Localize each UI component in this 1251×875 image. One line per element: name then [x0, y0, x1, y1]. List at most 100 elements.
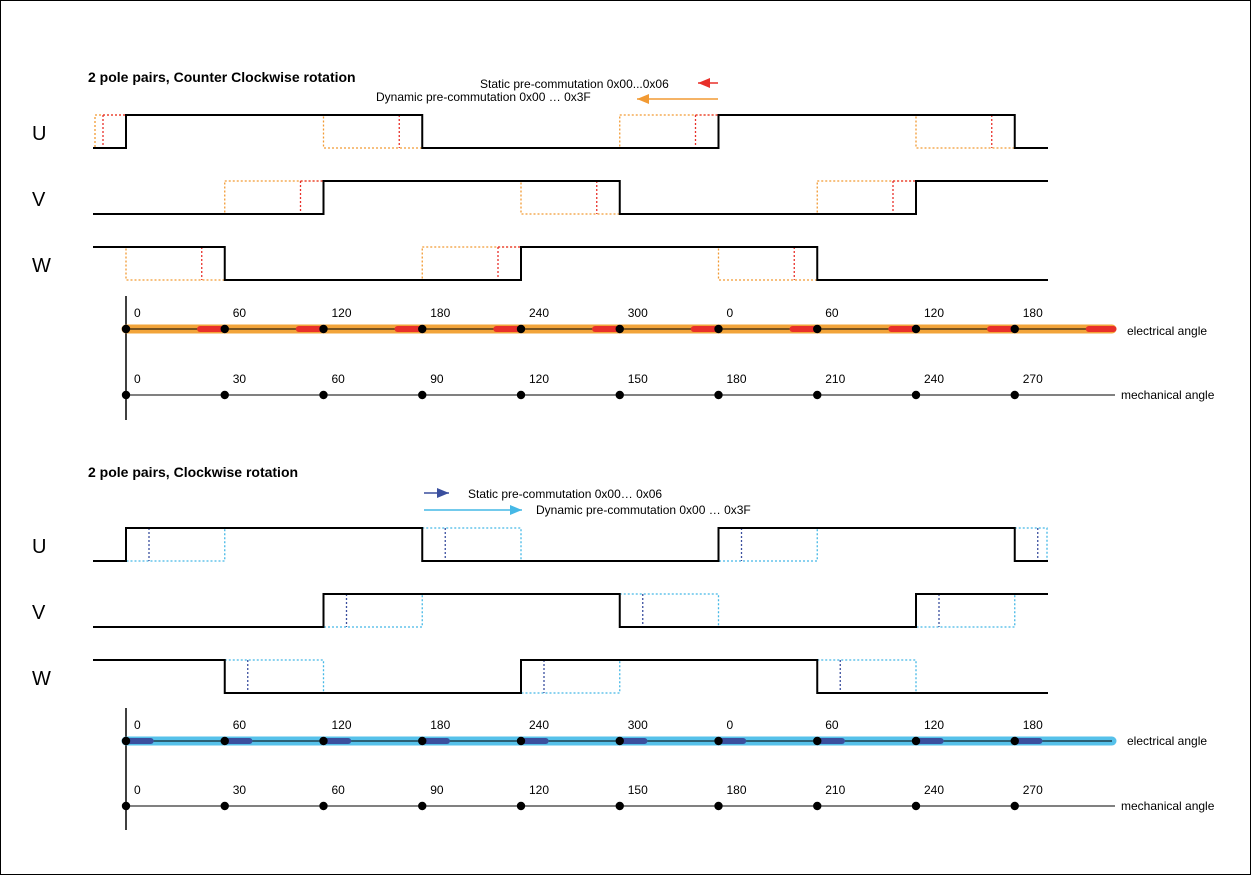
panel-ccw: 2 pole pairs, Counter Clockwise rotation…	[32, 69, 1215, 420]
ccw-mech-tick-label: 0	[134, 372, 141, 386]
ccw-mech-tick-dot	[220, 390, 229, 400]
ccw-electrical-axis-label: electrical angle	[1127, 324, 1207, 338]
ccw-elec-tick-dot	[418, 324, 427, 334]
cw-mech-tick-label: 240	[924, 783, 944, 797]
cw-static-arrow-group	[424, 488, 449, 498]
cw-elec-tick-dot	[714, 736, 723, 746]
ccw-elec-tick-label: 120	[332, 306, 352, 320]
ccw-elec-tick-label: 300	[628, 306, 648, 320]
cw-elec-tick-label: 0	[727, 718, 734, 732]
ccw-legend-dynamic-text: Dynamic pre-commutation 0x00 … 0x3F	[376, 90, 591, 104]
cw-mech-tick-label: 120	[529, 783, 549, 797]
ccw-elec-tick-label: 0	[727, 306, 734, 320]
ccw-elec-tick-label: 120	[924, 306, 944, 320]
cw-elec-tick-dot	[615, 736, 624, 746]
ccw-mech-tick-dot	[516, 390, 526, 400]
cw-mechanical-axis-label: mechanical angle	[1121, 799, 1215, 813]
ccw-v-signal	[93, 180, 1048, 215]
cw-mech-tick-dot	[1010, 801, 1019, 811]
cw-mechanical-axis: 0 30 60 90 120 150 180 210 240 270	[121, 783, 1115, 811]
ccw-mechanical-axis: 0 30 60 90 120 150 180 210 240 270	[121, 372, 1115, 400]
ccw-mech-tick-dot	[615, 390, 624, 400]
ccw-legend-static-text: Static pre-commutation 0x00...0x06	[480, 77, 669, 91]
panel-cw: 2 pole pairs, Clockwise rotation Static …	[32, 464, 1215, 830]
ccw-mech-tick-dot	[418, 390, 427, 400]
cw-electrical-axis-label: electrical angle	[1127, 734, 1207, 748]
cw-mech-tick-dot	[418, 801, 427, 811]
cw-signal-label-u: U	[32, 536, 46, 558]
ccw-elec-tick-label: 240	[529, 306, 549, 320]
cw-elec-tick-label: 60	[233, 718, 247, 732]
ccw-waveforms	[93, 114, 1048, 281]
cw-elec-tick-dot	[516, 736, 526, 746]
cw-v-signal	[93, 593, 1048, 628]
ccw-elec-tick-label: 60	[825, 306, 839, 320]
cw-mech-tick-dot	[319, 801, 328, 811]
cw-mech-tick-dot	[714, 801, 723, 811]
ccw-dynamic-arrow-head	[637, 94, 649, 104]
cw-static-arrow-head	[437, 488, 449, 498]
ccw-mech-tick-dot	[1010, 390, 1019, 400]
ccw-signal-label-w: W	[32, 255, 51, 277]
cw-u-signal	[93, 527, 1048, 562]
ccw-elec-tick-dot	[911, 324, 921, 334]
cw-w-signal	[93, 659, 1048, 694]
cw-mech-tick-label: 30	[233, 783, 247, 797]
cw-elec-tick-dot	[1010, 736, 1019, 746]
ccw-mech-tick-label: 90	[430, 372, 444, 386]
ccw-mech-tick-dot	[319, 390, 328, 400]
ccw-mech-tick-label: 240	[924, 372, 944, 386]
ccw-elec-tick-dot	[121, 324, 131, 334]
ccw-signal-label-u: U	[32, 123, 46, 145]
ccw-mech-tick-dot	[714, 390, 723, 400]
ccw-mech-tick-label: 30	[233, 372, 247, 386]
ccw-mech-tick-label: 60	[332, 372, 346, 386]
cw-elec-tick-label: 240	[529, 718, 549, 732]
cw-mech-tick-label: 90	[430, 783, 444, 797]
ccw-elec-tick-dot	[516, 324, 526, 334]
ccw-mech-tick-dot	[911, 390, 921, 400]
cw-elec-tick-dot	[121, 736, 131, 746]
cw-electrical-axis: 0 60 120 180 240 300 0 60 120 180	[121, 718, 1117, 746]
cw-elec-tick-dot	[220, 736, 229, 746]
panel-ccw-title: 2 pole pairs, Counter Clockwise rotation	[88, 69, 356, 85]
ccw-static-arrow-head	[698, 78, 710, 88]
ccw-u-signal	[93, 114, 1048, 149]
cw-waveforms	[93, 527, 1048, 694]
ccw-mech-tick-dot	[813, 390, 822, 400]
ccw-elec-tick-label: 0	[134, 306, 141, 320]
ccw-elec-tick-dot	[319, 324, 328, 334]
ccw-elec-tick-dot	[220, 324, 229, 334]
cw-mech-tick-label: 60	[332, 783, 346, 797]
cw-mech-tick-dot	[516, 801, 526, 811]
cw-legend-static-text: Static pre-commutation 0x00… 0x06	[468, 487, 662, 501]
cw-elec-tick-dot	[911, 736, 921, 746]
ccw-w-signal	[93, 246, 1048, 281]
ccw-elec-tick-label: 60	[233, 306, 247, 320]
cw-mech-tick-dot	[911, 801, 921, 811]
cw-legend-static-arrow	[424, 488, 449, 498]
ccw-electrical-axis: 0 60 120 180 240 300 0 60 120 180	[121, 306, 1117, 334]
cw-signal-label-v: V	[32, 602, 46, 624]
ccw-static-arrow-group	[698, 78, 718, 88]
ccw-elec-tick-dot	[615, 324, 624, 334]
cw-elec-tick-label: 0	[134, 718, 141, 732]
cw-elec-tick-label: 120	[924, 718, 944, 732]
cw-legend-dynamic-text: Dynamic pre-commutation 0x00 … 0x3F	[536, 503, 751, 517]
ccw-mech-tick-label: 210	[825, 372, 845, 386]
ccw-mech-tick-label: 180	[727, 372, 747, 386]
cw-dynamic-arrow-head	[510, 505, 522, 515]
cw-mech-tick-dot	[615, 801, 624, 811]
cw-mech-tick-label: 210	[825, 783, 845, 797]
ccw-mechanical-axis-label: mechanical angle	[1121, 388, 1215, 402]
cw-elec-tick-label: 180	[1023, 718, 1043, 732]
cw-signal-label-w: W	[32, 668, 51, 690]
cw-mech-tick-dot	[121, 801, 131, 811]
cw-mech-tick-dot	[220, 801, 229, 811]
cw-elec-tick-dot	[319, 736, 328, 746]
ccw-signal-label-v: V	[32, 189, 46, 211]
cw-mech-tick-label: 180	[727, 783, 747, 797]
cw-elec-tick-label: 180	[430, 718, 450, 732]
ccw-dynamic-arrow-group	[637, 94, 718, 104]
